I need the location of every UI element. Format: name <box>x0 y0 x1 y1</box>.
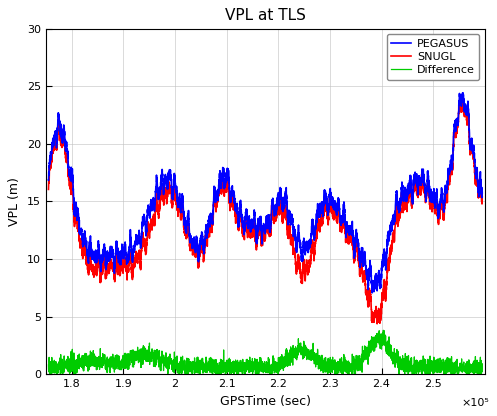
PEGASUS <box>228 197 234 202</box>
Difference <box>444 363 450 368</box>
PEGASUS <box>361 256 367 261</box>
X-axis label: GPSTime (sec): GPSTime (sec) <box>220 395 311 408</box>
Text: ×10⁵: ×10⁵ <box>461 399 489 409</box>
SNUGL <box>251 221 257 226</box>
PEGASUS <box>460 90 466 95</box>
Difference <box>45 362 51 367</box>
SNUGL <box>479 194 485 199</box>
SNUGL <box>45 187 51 192</box>
SNUGL <box>460 97 466 102</box>
SNUGL <box>361 274 367 279</box>
PEGASUS <box>444 178 450 183</box>
PEGASUS <box>45 178 51 183</box>
Difference <box>361 353 367 358</box>
Legend: PEGASUS, SNUGL, Difference: PEGASUS, SNUGL, Difference <box>387 34 479 80</box>
Title: VPL at TLS: VPL at TLS <box>225 8 306 23</box>
SNUGL <box>374 321 380 326</box>
Difference <box>479 368 485 373</box>
SNUGL <box>228 205 234 210</box>
Difference <box>466 365 472 370</box>
SNUGL <box>231 200 237 205</box>
PEGASUS <box>466 128 472 133</box>
Line: SNUGL: SNUGL <box>48 99 482 324</box>
PEGASUS <box>251 210 257 215</box>
Line: Difference: Difference <box>48 330 482 374</box>
Difference <box>251 356 257 361</box>
PEGASUS <box>479 191 485 196</box>
Difference <box>228 367 234 372</box>
PEGASUS <box>369 290 375 295</box>
Difference <box>227 372 233 377</box>
Y-axis label: VPL (m): VPL (m) <box>8 177 21 226</box>
SNUGL <box>444 191 450 196</box>
Difference <box>380 328 386 333</box>
SNUGL <box>466 134 472 139</box>
PEGASUS <box>231 201 237 206</box>
Difference <box>231 362 237 367</box>
Line: PEGASUS: PEGASUS <box>48 93 482 293</box>
